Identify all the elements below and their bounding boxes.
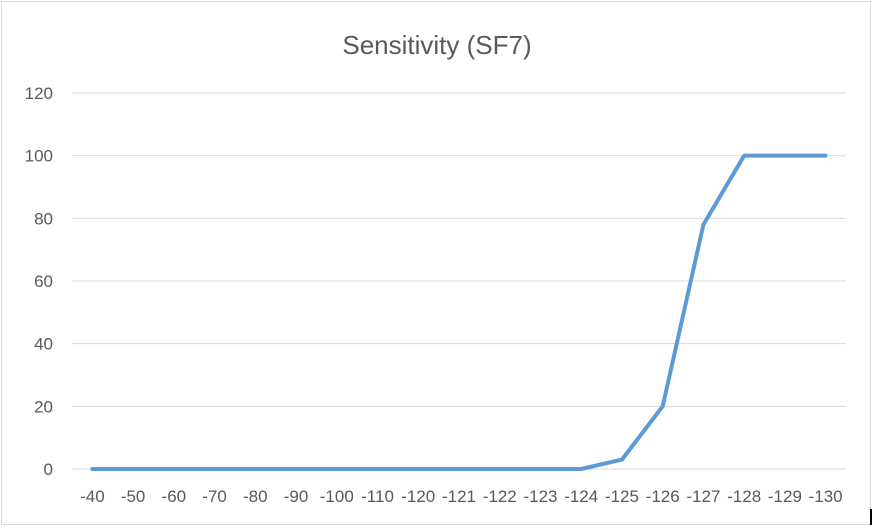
x-tick-label: -90: [284, 487, 309, 506]
x-tick-label: -130: [809, 487, 843, 506]
x-tick-label: -100: [320, 487, 354, 506]
y-tick-label: 0: [44, 460, 53, 479]
x-tick-label: -70: [202, 487, 227, 506]
y-tick-label: 100: [25, 147, 53, 166]
x-tick-label: -122: [483, 487, 517, 506]
series-line-0: [90, 153, 828, 471]
x-tick-label: -123: [523, 487, 557, 506]
x-tick-label: -124: [564, 487, 598, 506]
text-cursor: [870, 509, 872, 525]
x-axis-tick-labels: -40 -50 -60 -70 -80 -90 -100 -110 -120 -121 -122 -1…: [80, 487, 843, 506]
x-tick-label: -40: [80, 487, 105, 506]
y-tick-label: 120: [25, 84, 53, 103]
chart-title: Sensitivity (SF7): [342, 30, 531, 60]
series-group: [90, 153, 828, 471]
x-tick-label: -127: [686, 487, 720, 506]
x-tick-label: -60: [162, 487, 187, 506]
x-tick-label: -128: [727, 487, 761, 506]
x-tick-label: -121: [442, 487, 476, 506]
x-tick-label: -50: [121, 487, 146, 506]
x-tick-label: -80: [243, 487, 268, 506]
y-axis-tick-labels: 0 20 40 60 80 100 120: [25, 84, 53, 479]
y-tick-label: 60: [34, 272, 53, 291]
gridlines: [72, 92, 846, 470]
x-tick-label: -129: [768, 487, 802, 506]
y-tick-label: 80: [34, 209, 53, 228]
y-tick-label: 40: [34, 335, 53, 354]
y-tick-label: 20: [34, 397, 53, 416]
x-tick-label: -125: [605, 487, 639, 506]
x-tick-label: -110: [361, 487, 394, 506]
x-tick-label: -126: [646, 487, 680, 506]
x-tick-label: -120: [401, 487, 435, 506]
